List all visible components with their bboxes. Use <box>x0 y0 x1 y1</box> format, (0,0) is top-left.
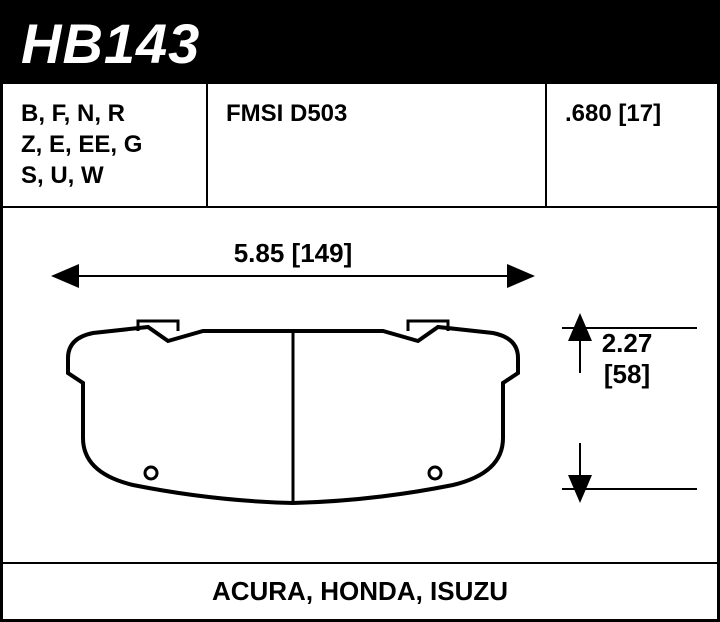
spec-sheet-container: HB143 B, F, N, R Z, E, EE, G S, U, W FMS… <box>0 0 720 622</box>
compounds-cell: B, F, N, R Z, E, EE, G S, U, W <box>3 84 208 206</box>
part-number: HB143 <box>21 12 200 75</box>
brake-pad-diagram <box>53 313 533 518</box>
vehicle-makes: ACURA, HONDA, ISUZU <box>212 576 508 606</box>
brake-pad-svg <box>53 313 533 513</box>
width-arrow-line <box>53 275 533 277</box>
part-number-header: HB143 <box>3 3 717 84</box>
fmsi-cell: FMSI D503 <box>208 84 547 206</box>
width-dimension: 5.85 [149] <box>53 238 533 277</box>
arrow-down-icon <box>568 475 592 503</box>
thickness-cell: .680 [17] <box>547 84 717 206</box>
v-line-bottom <box>579 443 581 478</box>
compounds-text: B, F, N, R Z, E, EE, G S, U, W <box>21 100 142 189</box>
width-label: 5.85 [149] <box>53 238 533 269</box>
height-dimension: 2.27[58] <box>567 328 687 398</box>
arrow-right-icon <box>507 264 535 288</box>
footer: ACURA, HONDA, ISUZU <box>3 562 717 619</box>
diagram-area: 5.85 [149] <box>3 208 717 562</box>
height-label: 2.27[58] <box>567 328 687 390</box>
spec-row: B, F, N, R Z, E, EE, G S, U, W FMSI D503… <box>3 84 717 208</box>
thickness-text: .680 [17] <box>565 100 661 127</box>
fmsi-text: FMSI D503 <box>226 100 347 127</box>
arrow-left-icon <box>51 264 79 288</box>
